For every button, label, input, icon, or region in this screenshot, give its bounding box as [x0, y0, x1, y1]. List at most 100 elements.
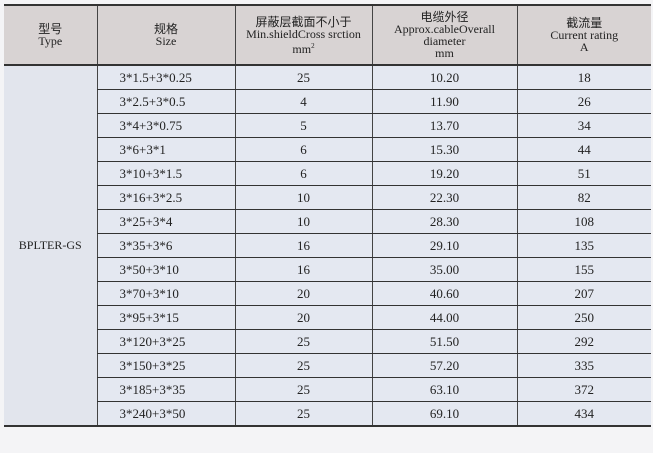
- size-cell: 3*4+3*0.75: [96, 113, 235, 138]
- diameter-cell: 44.00: [371, 305, 517, 330]
- table-row: 3*240+3*50 25 69.10 434: [4, 401, 651, 427]
- size-cell: 3*185+3*35: [96, 377, 235, 402]
- shield-cell: 20: [234, 281, 372, 306]
- header-diameter: 电缆外径 Approx.cableOverall diameter mm: [371, 4, 517, 66]
- table-row: 3*120+3*25 25 51.50 292: [4, 329, 651, 354]
- shield-cell: 6: [234, 137, 372, 162]
- table-row: 3*16+3*2.5 10 22.30 82: [4, 185, 651, 210]
- diameter-cell: 40.60: [371, 281, 517, 306]
- header-type-zh: 型号: [38, 22, 63, 36]
- current-cell: 207: [516, 281, 651, 306]
- diameter-cell: 57.20: [371, 353, 517, 378]
- table-row: 3*25+3*4 10 28.30 108: [4, 209, 651, 234]
- table-row: 3*70+3*10 20 40.60 207: [4, 281, 651, 306]
- header-diameter-zh: 电缆外径: [420, 10, 469, 24]
- table-row: 3*4+3*0.75 5 13.70 34: [4, 113, 651, 138]
- current-cell: 51: [516, 161, 651, 186]
- shield-cell: 10: [234, 185, 372, 210]
- header-current-unit: A: [579, 40, 589, 54]
- table-row: 3*10+3*1.5 6 19.20 51: [4, 161, 651, 186]
- table-row: 3*150+3*25 25 57.20 335: [4, 353, 651, 378]
- diameter-cell: 51.50: [371, 329, 517, 354]
- current-cell: 434: [516, 401, 651, 427]
- diameter-cell: 19.20: [371, 161, 517, 186]
- table-row: 3*2.5+3*0.5 4 11.90 26: [4, 89, 651, 114]
- diameter-cell: 15.30: [371, 137, 517, 162]
- size-cell: 3*2.5+3*0.5: [96, 89, 235, 114]
- table-row: 3*185+3*35 25 63.10 372: [4, 377, 651, 402]
- diameter-cell: 29.10: [371, 233, 517, 258]
- current-cell: 250: [516, 305, 651, 330]
- header-size: 规格 Size: [96, 4, 235, 66]
- shield-cell: 6: [234, 161, 372, 186]
- size-cell: 3*6+3*1: [96, 137, 235, 162]
- header-current-en: Current rating: [550, 28, 619, 42]
- diameter-cell: 22.30: [371, 185, 517, 210]
- table-row: 3*35+3*6 16 29.10 135: [4, 233, 651, 258]
- header-size-zh: 规格: [153, 22, 178, 36]
- header-type: 型号 Type: [4, 4, 97, 66]
- table-row: 3*6+3*1 6 15.30 44: [4, 137, 651, 162]
- size-cell: 3*70+3*10: [96, 281, 235, 306]
- header-size-en: Size: [155, 34, 177, 48]
- size-cell: 3*95+3*15: [96, 305, 235, 330]
- header-shield-en: Min.shieldCross srction: [246, 26, 361, 41]
- size-cell: 3*240+3*50: [96, 401, 235, 427]
- shield-cell: 25: [234, 401, 372, 427]
- shield-cell: 20: [234, 305, 372, 330]
- spec-table-container: 型号 Type 规格 Size 屏蔽层截面不小于 Min.shieldCross…: [4, 4, 651, 450]
- header-current-zh: 截流量: [566, 16, 603, 30]
- diameter-cell: 63.10: [371, 377, 517, 402]
- header-row: 型号 Type 规格 Size 屏蔽层截面不小于 Min.shieldCross…: [4, 4, 651, 66]
- header-diameter-en1: Approx.cableOverall: [394, 22, 495, 36]
- header-diameter-en2: diameter: [423, 34, 466, 48]
- diameter-cell: 11.90: [371, 89, 517, 114]
- current-cell: 18: [516, 65, 651, 90]
- shield-cell: 16: [234, 257, 372, 282]
- current-cell: 155: [516, 257, 651, 282]
- current-cell: 34: [516, 113, 651, 138]
- current-cell: 108: [516, 209, 651, 234]
- table-body: BPLTER-GS 3*1.5+3*0.25 25 10.20 18 3*2.5+3*0.…: [4, 65, 651, 427]
- diameter-cell: 28.30: [371, 209, 517, 234]
- current-cell: 82: [516, 185, 651, 210]
- size-cell: 3*50+3*10: [96, 257, 235, 282]
- shield-cell: 10: [234, 209, 372, 234]
- header-shield-unit: mm2: [236, 40, 372, 55]
- current-cell: 44: [516, 137, 651, 162]
- unit-text: mm: [292, 41, 312, 56]
- shield-cell: 25: [234, 353, 372, 378]
- table-row: 3*95+3*15 20 44.00 250: [4, 305, 651, 330]
- size-cell: 3*150+3*25: [96, 353, 235, 378]
- diameter-cell: 35.00: [371, 257, 517, 282]
- unit-sup: 2: [311, 41, 315, 50]
- header-shield: 屏蔽层截面不小于 Min.shieldCross srction mm2: [234, 4, 372, 66]
- shield-cell: 16: [234, 233, 372, 258]
- header-current: 截流量 Current rating A: [516, 4, 651, 66]
- table-row: BPLTER-GS 3*1.5+3*0.25 25 10.20 18: [4, 65, 651, 427]
- shield-cell: 25: [234, 65, 372, 90]
- header-diameter-unit: mm: [435, 46, 454, 60]
- shield-cell: 25: [234, 329, 372, 354]
- diameter-cell: 10.20: [371, 65, 517, 90]
- shield-cell: 4: [234, 89, 372, 114]
- shield-cell: 5: [234, 113, 372, 138]
- cable-spec-table: 型号 Type 规格 Size 屏蔽层截面不小于 Min.shieldCross…: [4, 4, 651, 427]
- current-cell: 26: [516, 89, 651, 114]
- current-cell: 292: [516, 329, 651, 354]
- header-type-en: Type: [38, 34, 63, 48]
- header-shield-zh: 屏蔽层截面不小于: [255, 14, 352, 29]
- diameter-cell: 69.10: [371, 401, 517, 427]
- current-cell: 135: [516, 233, 651, 258]
- diameter-cell: 13.70: [371, 113, 517, 138]
- size-cell: 3*35+3*6: [96, 233, 235, 258]
- table-row: 3*50+3*10 16 35.00 155: [4, 257, 651, 282]
- size-cell: 3*25+3*4: [96, 209, 235, 234]
- current-cell: 335: [516, 353, 651, 378]
- size-cell: 3*10+3*1.5: [96, 161, 235, 186]
- type-cell: BPLTER-GS: [4, 65, 97, 427]
- size-cell: 3*120+3*25: [96, 329, 235, 354]
- current-cell: 372: [516, 377, 651, 402]
- size-cell: 3*16+3*2.5: [96, 185, 235, 210]
- shield-cell: 25: [234, 377, 372, 402]
